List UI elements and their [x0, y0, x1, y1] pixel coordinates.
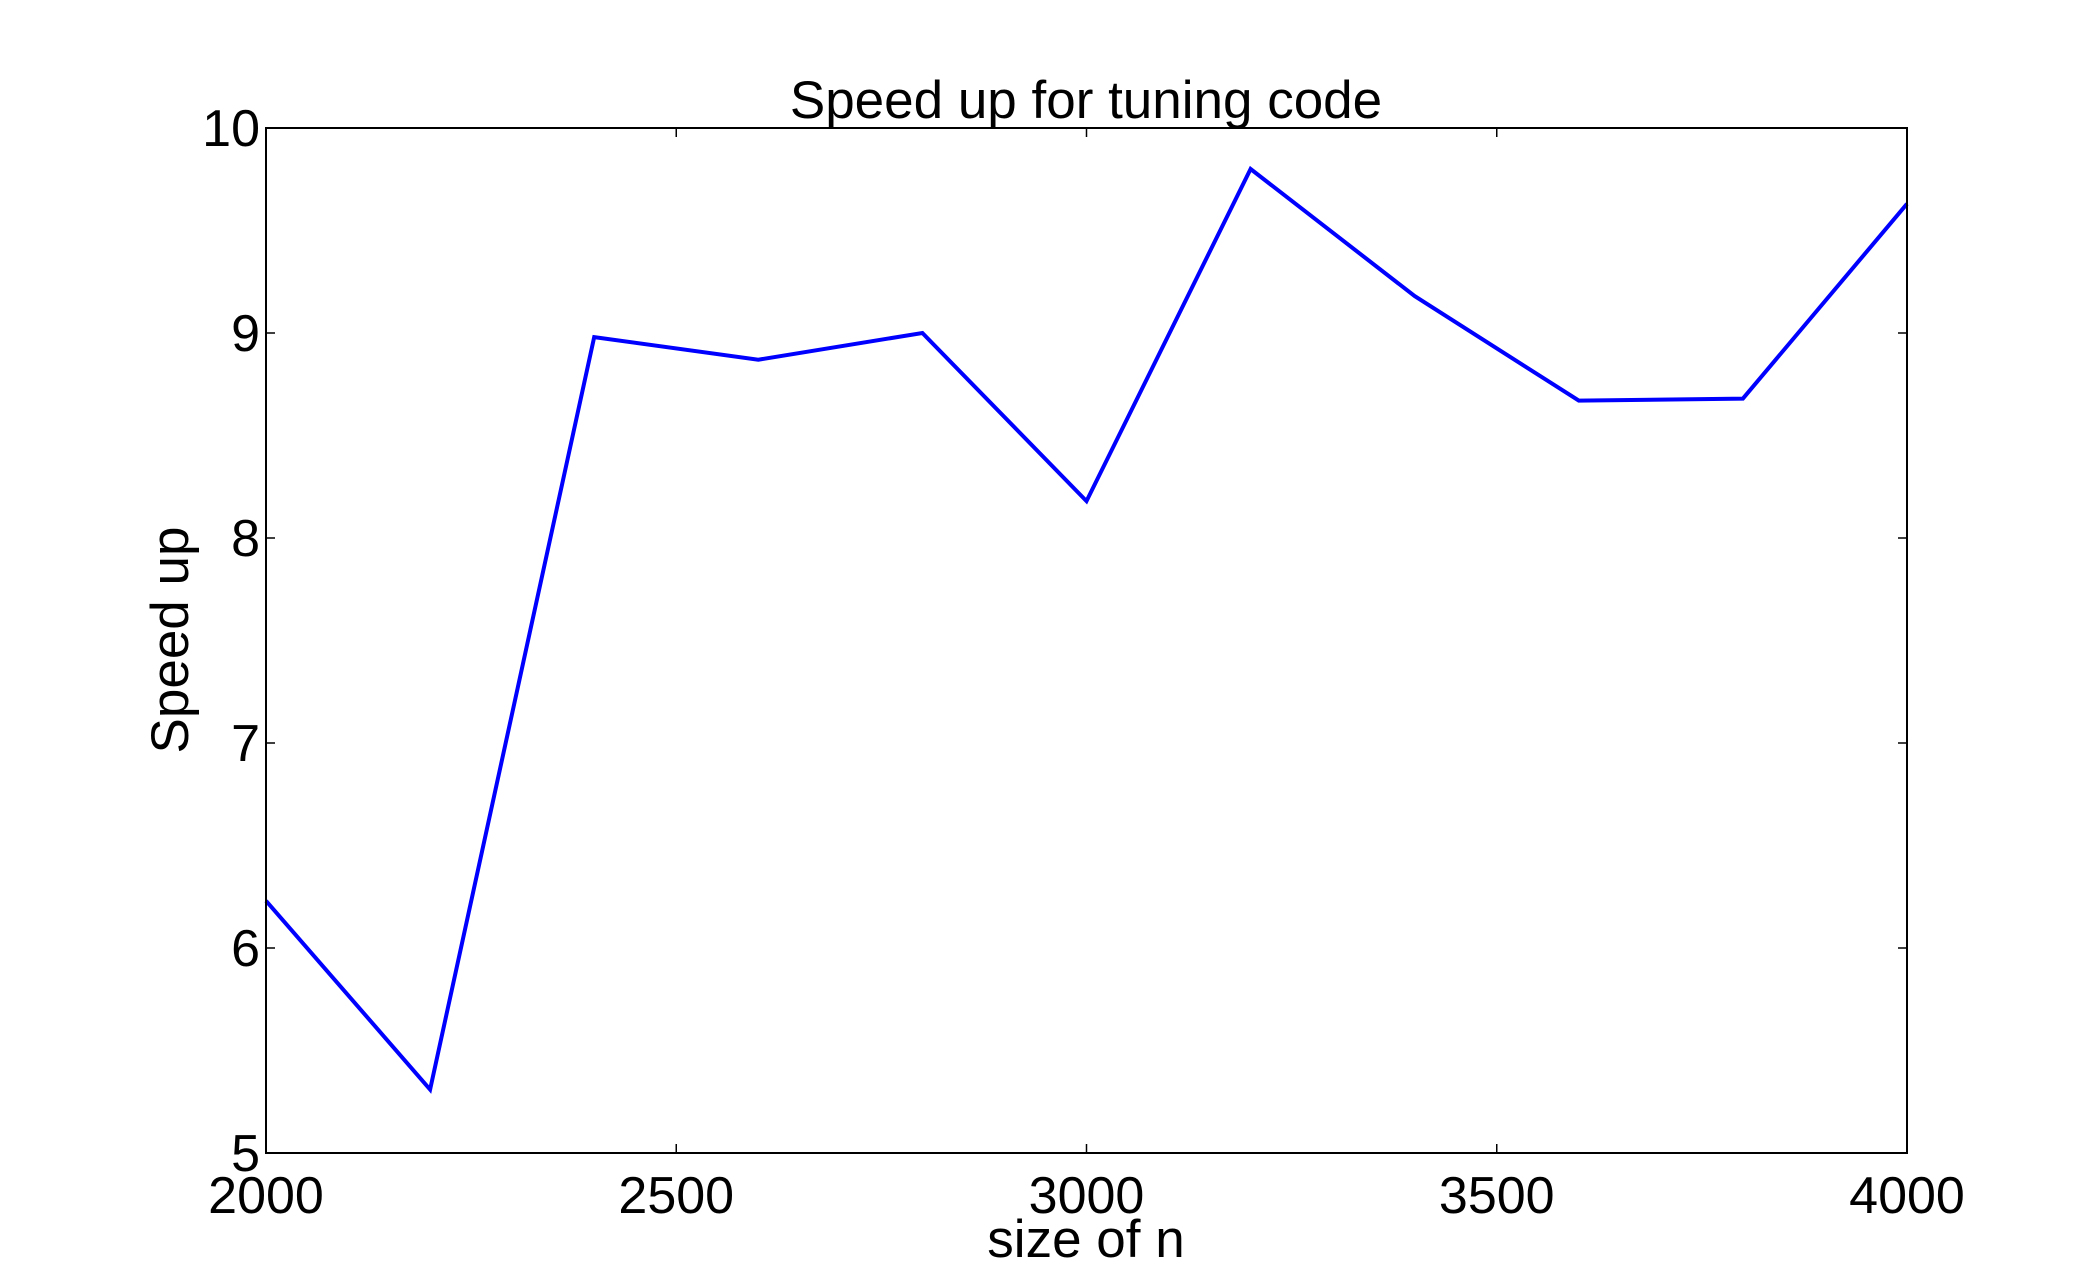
- x-tick-label: 2000: [208, 1167, 324, 1225]
- x-tick-label: 4000: [1849, 1167, 1965, 1225]
- y-tick-label: 6: [231, 920, 260, 978]
- x-axis-label: size of n: [987, 1210, 1184, 1269]
- plot-frame: [265, 127, 1908, 1154]
- x-tick-label: 2500: [618, 1167, 734, 1225]
- x-tick-label: 3000: [1029, 1167, 1145, 1225]
- chart-title: Speed up for tuning code: [790, 71, 1382, 130]
- series-layer: [264, 165, 1909, 1094]
- x-tick-label: 3500: [1439, 1167, 1555, 1225]
- y-axis-label: Speed up: [141, 527, 200, 754]
- y-tick-label: 8: [231, 510, 260, 568]
- y-tick-label: 5: [231, 1125, 260, 1183]
- y-tick-label: 7: [231, 715, 260, 773]
- x-axis: 2000 2500 3000 3500 4000: [208, 128, 1965, 1225]
- series-line-0: [264, 165, 1909, 1094]
- y-tick-label: 9: [231, 305, 260, 363]
- y-axis: 5 6 7 8 9 10: [202, 100, 1907, 1183]
- y-tick-label: 10: [202, 100, 260, 158]
